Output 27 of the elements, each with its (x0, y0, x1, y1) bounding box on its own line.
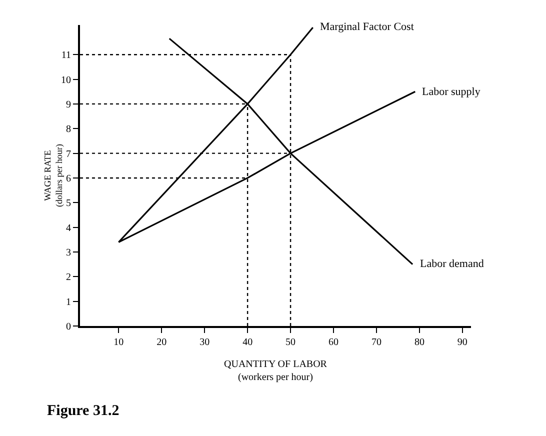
y-tick-label: 2 (66, 272, 71, 284)
x-tick-label: 90 (457, 337, 468, 348)
x-tick-label: 50 (286, 337, 296, 348)
y-axis-title: WAGE RATE (dollars per hour) (42, 144, 64, 207)
caption: Figure 31.2 (47, 403, 120, 419)
series-label: Labor demand (420, 258, 484, 270)
series-label: Marginal Factor Cost (320, 21, 414, 33)
series-label: Labor supply (422, 86, 481, 98)
x-tick-label: 10 (114, 337, 124, 348)
y-tick-label: 5 (66, 198, 71, 210)
x-tick-label: 30 (200, 337, 210, 348)
x-tick-label: 80 (414, 337, 424, 348)
y-tick-label: 8 (66, 124, 71, 136)
x-tick-label: 70 (371, 337, 382, 348)
x-tick-label: 40 (242, 337, 253, 348)
x-tick-label: 20 (156, 337, 167, 348)
y-tick-label: 0 (66, 322, 71, 332)
y-tick-label: 3 (66, 247, 71, 258)
y-tick-label: 7 (66, 148, 71, 160)
y-tick-label: 4 (66, 222, 71, 234)
y-tick-label: 10 (61, 74, 71, 86)
y-tick-label: 6 (66, 173, 71, 184)
y-tick-label: 1 (66, 296, 71, 308)
x-axis-title: QUANTITY OF LABOR (workers per hour) (224, 359, 328, 383)
y-tick-label: 11 (61, 50, 71, 62)
x-tick-label: 60 (328, 337, 339, 348)
y-tick-label: 9 (66, 99, 71, 110)
